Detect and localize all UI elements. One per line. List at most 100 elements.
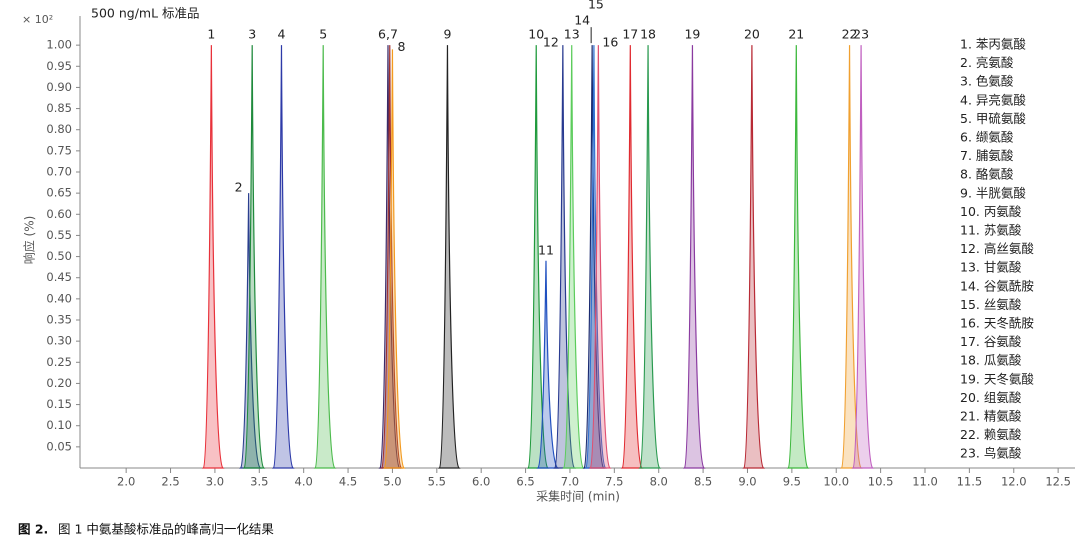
x-axis-label: 采集时间 (min): [536, 489, 620, 504]
x-tick-label: 9.5: [783, 475, 801, 489]
y-tick-label: 0.10: [46, 418, 72, 432]
x-tick-label: 8.5: [694, 475, 712, 489]
y-tick-label: 0.45: [46, 270, 72, 284]
y-tick-label: 0.25: [46, 355, 72, 369]
x-tick-label: 4.0: [295, 475, 313, 489]
peak: [588, 45, 612, 469]
x-tick-label: 11.5: [957, 475, 983, 489]
peak: [584, 45, 608, 469]
legend-entry: 5. 甲硫氨酸: [960, 111, 1026, 126]
legend-entry: 6. 缬氨酸: [960, 130, 1014, 145]
peak: [742, 45, 766, 469]
legend-entry: 1. 苯丙氨酸: [960, 37, 1026, 52]
legend-entry: 22. 赖氨酸: [960, 427, 1022, 442]
peak-label: 21: [788, 27, 804, 42]
caption-label: 图 2.: [18, 522, 48, 537]
y-tick-label: 0.40: [46, 291, 72, 305]
legend-entry: 12. 高丝氨酸: [960, 241, 1034, 256]
x-tick-label: 11.0: [912, 475, 938, 489]
x-tick-label: 5.0: [383, 475, 401, 489]
x-tick-label: 3.0: [206, 475, 224, 489]
y-tick-label: 0.95: [46, 59, 72, 73]
legend-entry: 14. 谷氨酰胺: [960, 278, 1034, 293]
peak: [271, 45, 295, 469]
peak-label: 3: [248, 27, 256, 42]
legend-entry: 21. 精氨酸: [960, 409, 1022, 424]
peak-label: 8: [397, 39, 405, 54]
x-tick-label: 2.0: [117, 475, 135, 489]
peak: [378, 45, 402, 469]
peak-label: 17: [622, 27, 638, 42]
y-axis-label: 响应 (%): [22, 216, 37, 265]
legend-entry: 20. 组氨酸: [960, 390, 1022, 405]
peak: [620, 45, 644, 469]
peak-label: 4: [278, 27, 286, 42]
y-multiplier: × 10²: [22, 13, 53, 26]
x-tick-label: 9.0: [738, 475, 756, 489]
peak: [313, 45, 337, 469]
y-tick-label: 0.70: [46, 165, 72, 179]
y-tick-label: 0.85: [46, 101, 72, 115]
y-tick-label: 0.80: [46, 122, 72, 136]
y-tick-label: 0.35: [46, 313, 72, 327]
x-tick-label: 8.0: [650, 475, 668, 489]
y-tick-label: 0.05: [46, 439, 72, 453]
peak-label: 19: [684, 27, 700, 42]
peak-label: 15: [588, 0, 604, 12]
legend-entry: 15. 丝氨酸: [960, 297, 1022, 312]
legend-entry: 7. 脯氨酸: [960, 148, 1014, 163]
y-tick-label: 0.55: [46, 228, 72, 242]
chart-title: 500 ng/mL 标准品: [91, 6, 200, 21]
y-tick-label: 0.50: [46, 249, 72, 263]
peak: [682, 45, 706, 469]
peak-label: 1: [207, 27, 215, 42]
x-tick-label: 12.0: [1001, 475, 1027, 489]
x-tick-label: 2.5: [161, 475, 179, 489]
y-tick-label: 0.30: [46, 334, 72, 348]
legend-entry: 10. 丙氨酸: [960, 204, 1022, 219]
peak: [382, 49, 406, 469]
x-tick-label: 3.5: [250, 475, 268, 489]
peak-label: 23: [853, 27, 869, 42]
y-tick-label: 0.60: [46, 207, 72, 221]
peak: [562, 45, 585, 469]
peak: [638, 45, 662, 469]
x-tick-label: 10.0: [823, 475, 849, 489]
peak: [536, 260, 560, 469]
y-tick-label: 0.75: [46, 143, 72, 157]
peak: [201, 45, 225, 469]
legend-entry: 13. 甘氨酸: [960, 260, 1022, 275]
peak-label: 22: [842, 27, 858, 42]
legend-entry: 9. 半胱氨酸: [960, 185, 1026, 200]
y-tick-label: 1.00: [46, 38, 72, 52]
x-tick-label: 6.0: [472, 475, 490, 489]
legend-entry: 18. 瓜氨酸: [960, 353, 1022, 368]
peak-label: 18: [640, 27, 656, 42]
x-tick-label: 10.5: [868, 475, 894, 489]
x-tick-label: 7.5: [605, 475, 623, 489]
legend-entry: 8. 酪氨酸: [960, 167, 1014, 182]
peak-label: 20: [744, 27, 760, 42]
y-tick-label: 0.90: [46, 80, 72, 94]
x-tick-label: 7.0: [561, 475, 579, 489]
peak-label: 11: [538, 242, 554, 257]
peak-label: 16: [602, 35, 618, 50]
caption-text: 图 1 中氨基酸标准品的峰高归一化结果: [58, 522, 274, 537]
y-tick-label: 0.20: [46, 376, 72, 390]
peak-label: 14: [574, 13, 590, 28]
peak: [851, 45, 875, 469]
legend-entry: 3. 色氨酸: [960, 74, 1014, 89]
peak: [239, 193, 262, 469]
peak: [582, 45, 606, 469]
legend-entry: 17. 谷氨酸: [960, 334, 1022, 349]
legend-entry: 19. 天冬氨酸: [960, 371, 1034, 386]
x-tick-label: 12.5: [1045, 475, 1071, 489]
peak-label: 5: [319, 27, 327, 42]
x-tick-label: 5.5: [428, 475, 446, 489]
peak-label: 12: [543, 35, 559, 50]
peak-label: 9: [443, 27, 451, 42]
peak-label: 2: [235, 180, 243, 195]
peak-label: 10: [528, 27, 544, 42]
peak: [380, 45, 403, 469]
peak: [242, 45, 266, 469]
